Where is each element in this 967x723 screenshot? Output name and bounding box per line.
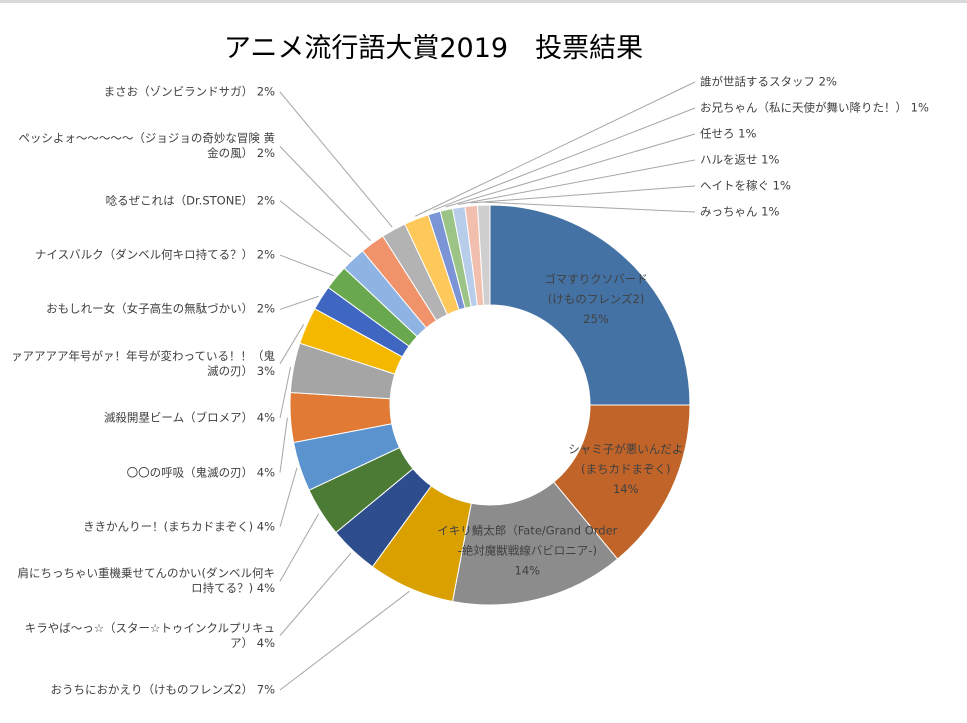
slice-label-line: シャミ子が悪いんだよ xyxy=(568,442,683,456)
slice-percent: 2% xyxy=(253,301,275,316)
slice-label-line: 唸るぜこれは（Dr.STONE） xyxy=(105,193,254,208)
slice-label-line: ァアアアア年号がァ！年号が変わっている！！ xyxy=(11,348,252,363)
slice-label: お兄ちゃん（私に天使が舞い降りた！） 1% xyxy=(700,101,960,116)
slice-label: まさお（ゾンビランドサガ） 2% xyxy=(10,85,275,100)
slice-percent: 14% xyxy=(515,563,541,577)
slice-label: みっちゃん 1% xyxy=(700,205,960,220)
slice-label-line: ペッシよォ～～～～～（ジョジョの奇妙な冒険 黄金の風） xyxy=(18,131,275,161)
leader-line xyxy=(279,417,288,473)
slice-label-line: （けものフレンズ xyxy=(142,682,235,697)
donut-slice xyxy=(489,204,691,406)
leader-line xyxy=(279,324,305,365)
slice-label: キラやば～っ☆（スター☆トゥインクルプリキュア） 4% xyxy=(10,621,275,651)
slice-label: 誰が世話するスタッフ 2% xyxy=(700,75,960,90)
slice-label-line: キラやば～っ☆（スター☆ xyxy=(24,620,161,635)
leader-line xyxy=(470,185,696,204)
slice-percent: 2% xyxy=(253,146,275,161)
slice-percent: 4% xyxy=(253,635,275,650)
slice-label: ァアアアア年号がァ！年号が変わっている！！（鬼滅の刃） 3% xyxy=(10,349,275,379)
leader-line xyxy=(279,200,352,258)
slice-label-line: ハルを返せ xyxy=(700,152,758,167)
slice-percent: 2% xyxy=(253,193,275,208)
slice-label: イキリ鯖太郎（Fate/Grand Order -絶対魔獣戦線バビロニア-) 14% xyxy=(437,523,617,577)
slice-label-line: 誰が世話するスタッフ xyxy=(700,74,815,89)
slice-label-line: まさお（ゾンビランドサガ） xyxy=(103,84,254,99)
slice-label-line: おうちにおかえり xyxy=(50,682,143,697)
donut-slice xyxy=(476,204,491,306)
slice-percent: 4% xyxy=(253,465,275,480)
leader-line xyxy=(279,91,393,228)
slice-percent: 7% xyxy=(253,682,275,697)
slice-percent: 2% xyxy=(815,74,837,89)
slice-percent: 1% xyxy=(734,126,757,141)
slice-label-line: みっちゃん xyxy=(700,204,758,219)
slice-label: ナイスバルク（ダンベル何キロ持てる？） 2% xyxy=(10,248,275,263)
leader-line xyxy=(433,107,696,211)
slice-label-line: (けものフレンズ2) xyxy=(548,292,645,306)
slice-label-line: （鬼滅の刃） xyxy=(207,348,275,378)
slice-label: ききかんりー！(まちカドまぞく) 4% xyxy=(10,519,275,534)
slice-label-line: (ダンベル何キロ持てる？) xyxy=(191,566,275,596)
leader-line xyxy=(445,133,696,208)
slice-percent: 3% xyxy=(253,363,275,378)
slice-label-line: ヘイトを稼ぐ xyxy=(700,178,769,193)
slice-label-line: -絶対魔獣戦線バビロニア-) xyxy=(458,543,597,557)
slice-label: 肩にちっちゃい重機乗せてんのかい(ダンベル何キロ持てる？) 4% xyxy=(10,566,276,596)
slice-percent: 1% xyxy=(757,152,780,167)
leader-line xyxy=(279,295,319,310)
slice-percent: 1% xyxy=(757,204,780,219)
slice-label-line: 2） xyxy=(234,682,254,697)
slice-label: ハルを返せ 1% xyxy=(700,153,960,168)
slice-label: 唸るぜこれは（Dr.STONE） 2% xyxy=(10,193,275,208)
slice-percent: 25% xyxy=(583,312,609,326)
top-border xyxy=(0,0,967,3)
slice-label-line: ききかんりー！(まちカドまぞく) xyxy=(83,519,254,534)
leader-line xyxy=(279,366,292,419)
slice-label-line: づかい） xyxy=(207,301,254,316)
slice-percent: 4% xyxy=(253,581,275,596)
slice-label: おうちにおかえり（けものフレンズ2） 7% xyxy=(10,683,275,698)
slice-label-line: 滅殺開塁ビーム（ブロメア） xyxy=(103,410,254,425)
slice-percent: 4% xyxy=(253,519,275,534)
leader-line xyxy=(279,513,320,582)
slice-percent: 1% xyxy=(907,100,929,115)
slice-percent: 1% xyxy=(769,178,791,193)
slice-percent: 2% xyxy=(253,247,275,262)
slice-label: ゴマすりクソバード (けものフレンズ2) 25% xyxy=(544,272,648,326)
slice-label-line: (まちカドまぞく) xyxy=(581,462,670,476)
slice-label-line: 〇〇の呼吸（鬼滅の刃） xyxy=(126,465,254,480)
slice-label: ヘイトを稼ぐ 1% xyxy=(700,179,960,194)
slice-percent: 14% xyxy=(613,482,639,496)
slice-label: 〇〇の呼吸（鬼滅の刃） 4% xyxy=(10,465,275,480)
slice-percent: 4% xyxy=(253,410,275,425)
slice-label: おもしれー女（女子高生の無駄づかい） 2% xyxy=(10,302,275,317)
leader-line xyxy=(279,552,352,636)
slice-label: シャミ子が悪いんだよ (まちカドまぞく) 14% xyxy=(568,442,683,496)
leader-line xyxy=(415,81,696,217)
slice-label-line: お兄ちゃん（私に天使が舞い降りた！） xyxy=(700,100,907,115)
leader-line xyxy=(483,201,696,213)
slice-label-line: トゥインクルプリキュア） xyxy=(160,620,275,650)
leader-line xyxy=(458,159,696,205)
leader-line xyxy=(279,254,334,277)
chart-title: アニメ流行語大賞2019 投票結果 xyxy=(223,33,644,64)
leader-line xyxy=(279,146,372,242)
slice-label: 任せろ 1% xyxy=(700,127,960,142)
slice-label-line: 任せろ xyxy=(700,126,735,141)
leader-line xyxy=(279,467,298,528)
slice-label-line: イキリ鯖太郎（Fate/Grand Order xyxy=(437,523,617,537)
leader-line xyxy=(279,590,410,691)
slice-label: 滅殺開塁ビーム（ブロメア） 4% xyxy=(10,411,275,426)
slice-percent: 2% xyxy=(253,84,275,99)
slice-label-line: ナイスバルク（ダンベル何キロ持てる？） xyxy=(34,247,254,262)
slice-label-line: ゴマすりクソバード xyxy=(544,272,648,286)
slice-label-line: 肩にちっちゃい重機乗せてんのかい xyxy=(17,566,202,581)
slice-label-line: おもしれー女（女子高生の無駄 xyxy=(46,301,208,316)
slice-label: ペッシよォ～～～～～（ジョジョの奇妙な冒険 黄金の風） 2% xyxy=(10,131,275,161)
